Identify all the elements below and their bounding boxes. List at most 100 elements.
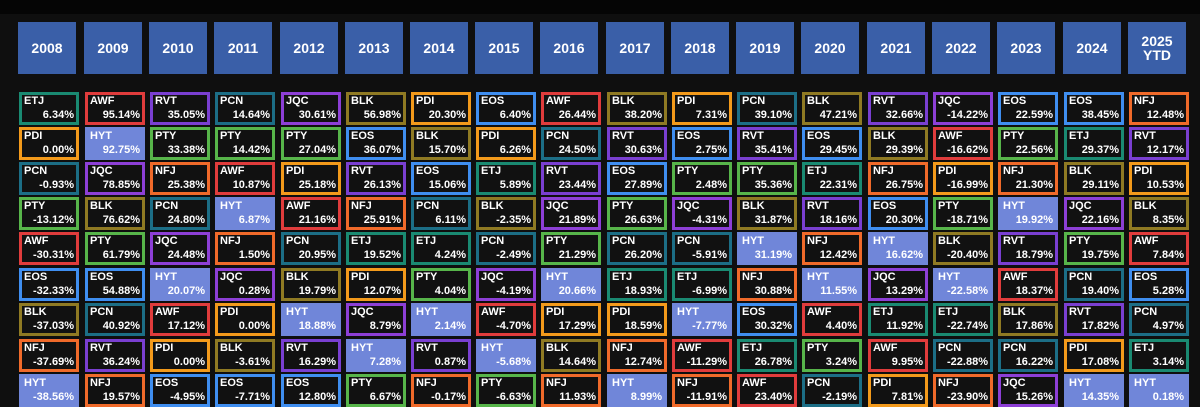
fund-cell: HYT 31.19% [737, 232, 797, 265]
fund-return: 24.50% [558, 144, 596, 156]
fund-return: 36.07% [363, 144, 401, 156]
fund-return: 17.12% [167, 320, 205, 332]
fund-return: 2.75% [695, 144, 727, 156]
fund-return: 4.24% [434, 249, 466, 261]
fund-return: 18.37% [1015, 285, 1053, 297]
fund-ticker: PDI [351, 271, 370, 283]
fund-ticker: HYT [90, 130, 112, 142]
fund-cell: EOS 20.30% [868, 197, 928, 230]
fund-return: 17.82% [1081, 320, 1119, 332]
fund-ticker: NFJ [742, 271, 763, 283]
fund-return: 19.92% [1015, 214, 1053, 226]
fund-cell: EOS -4.95% [150, 374, 210, 407]
fund-ticker: HYT [220, 200, 242, 212]
fund-ticker: RVT [873, 95, 895, 107]
fund-return: 1.50% [238, 249, 270, 261]
fund-return: 6.67% [369, 391, 401, 403]
fund-ticker: AWF [546, 95, 571, 107]
fund-return: -5.68% [496, 356, 531, 368]
fund-return: 3.14% [1152, 356, 1184, 368]
fund-ticker: BLK [416, 130, 439, 142]
fund-cell: PTY -13.12% [19, 197, 79, 230]
fund-return: 31.87% [754, 214, 792, 226]
fund-cell: PTY 61.79% [85, 232, 145, 265]
fund-ticker: NFJ [90, 377, 111, 389]
fund-return: 12.48% [1146, 109, 1184, 121]
fund-cell: ETJ 11.92% [868, 303, 928, 336]
fund-cell: JQC 0.28% [215, 268, 275, 301]
fund-ticker: JQC [155, 235, 178, 247]
fund-cell: PTY 2.48% [672, 162, 732, 195]
fund-cell: PDI 18.59% [607, 303, 667, 336]
fund-ticker: ETJ [351, 235, 372, 247]
fund-ticker: PCN [220, 95, 244, 107]
fund-ticker: JQC [938, 95, 961, 107]
fund-ticker: BLK [938, 235, 961, 247]
fund-ticker: HYT [155, 271, 177, 283]
fund-cell: PCN 20.95% [281, 232, 341, 265]
fund-return: 20.07% [167, 285, 205, 297]
fund-ticker: PDI [546, 306, 565, 318]
fund-return: 16.62% [885, 249, 923, 261]
fund-cell: HYT -5.68% [476, 339, 536, 372]
fund-ticker: AWF [677, 342, 702, 354]
fund-ticker: PCN [286, 235, 310, 247]
fund-cell: BLK -2.35% [476, 197, 536, 230]
fund-return: 25.91% [363, 214, 401, 226]
fund-ticker: RVT [742, 130, 764, 142]
fund-return: -14.22% [947, 109, 988, 121]
fund-ticker: BLK [351, 95, 374, 107]
fund-cell: EOS 22.59% [998, 92, 1058, 125]
fund-return: 5.89% [499, 179, 531, 191]
fund-cell: HYT 7.28% [346, 339, 406, 372]
fund-return: 25.18% [298, 179, 336, 191]
fund-ticker: JQC [1069, 200, 1092, 212]
fund-cell: NFJ -11.91% [672, 374, 732, 407]
fund-cell: PCN 39.10% [737, 92, 797, 125]
fund-cell: AWF 4.40% [802, 303, 862, 336]
year-header: 2025 YTD [1128, 22, 1186, 74]
fund-return: 9.95% [891, 356, 923, 368]
fund-return: 24.80% [167, 214, 205, 226]
fund-return: 8.35% [1152, 214, 1184, 226]
fund-ticker: AWF [938, 130, 963, 142]
fund-return: 26.75% [885, 179, 923, 191]
fund-return: -0.93% [39, 179, 74, 191]
fund-ticker: AWF [481, 306, 506, 318]
fund-cell: NFJ 30.88% [737, 268, 797, 301]
fund-return: 92.75% [102, 144, 140, 156]
fund-cell: EOS 5.28% [1129, 268, 1189, 301]
fund-return: -32.33% [33, 285, 74, 297]
fund-return: 20.95% [298, 249, 336, 261]
fund-ticker: EOS [90, 271, 114, 283]
fund-ticker: PCN [546, 130, 570, 142]
fund-cell: PDI 7.81% [868, 374, 928, 407]
fund-return: -16.62% [947, 144, 988, 156]
fund-cell: EOS 30.32% [737, 303, 797, 336]
fund-ticker: RVT [286, 342, 308, 354]
fund-cell: HYT 0.18% [1129, 374, 1189, 407]
fund-ticker: NFJ [1003, 165, 1024, 177]
fund-return: 25.38% [167, 179, 205, 191]
fund-cell: PCN -2.49% [476, 232, 536, 265]
fund-ticker: ETJ [481, 165, 502, 177]
fund-ticker: ETJ [742, 342, 763, 354]
fund-return: 7.84% [1152, 249, 1184, 261]
fund-ticker: PDI [220, 306, 239, 318]
fund-cell: EOS -7.71% [215, 374, 275, 407]
fund-cell: NFJ -23.90% [933, 374, 993, 407]
fund-ticker: PTY [742, 165, 764, 177]
fund-cell: RVT 17.82% [1064, 303, 1124, 336]
fund-ticker: EOS [1069, 95, 1093, 107]
fund-cell: JQC 24.48% [150, 232, 210, 265]
fund-return: 22.56% [1015, 144, 1053, 156]
fund-ticker: AWF [24, 235, 49, 247]
fund-return: 14.64% [558, 356, 596, 368]
fund-cell: EOS 36.07% [346, 127, 406, 160]
fund-return: -2.35% [496, 214, 531, 226]
fund-cell: BLK -3.61% [215, 339, 275, 372]
fund-cell: EOS 54.88% [85, 268, 145, 301]
fund-cell: JQC 30.61% [281, 92, 341, 125]
fund-return: 19.79% [298, 285, 336, 297]
fund-cell: HYT 8.99% [607, 374, 667, 407]
